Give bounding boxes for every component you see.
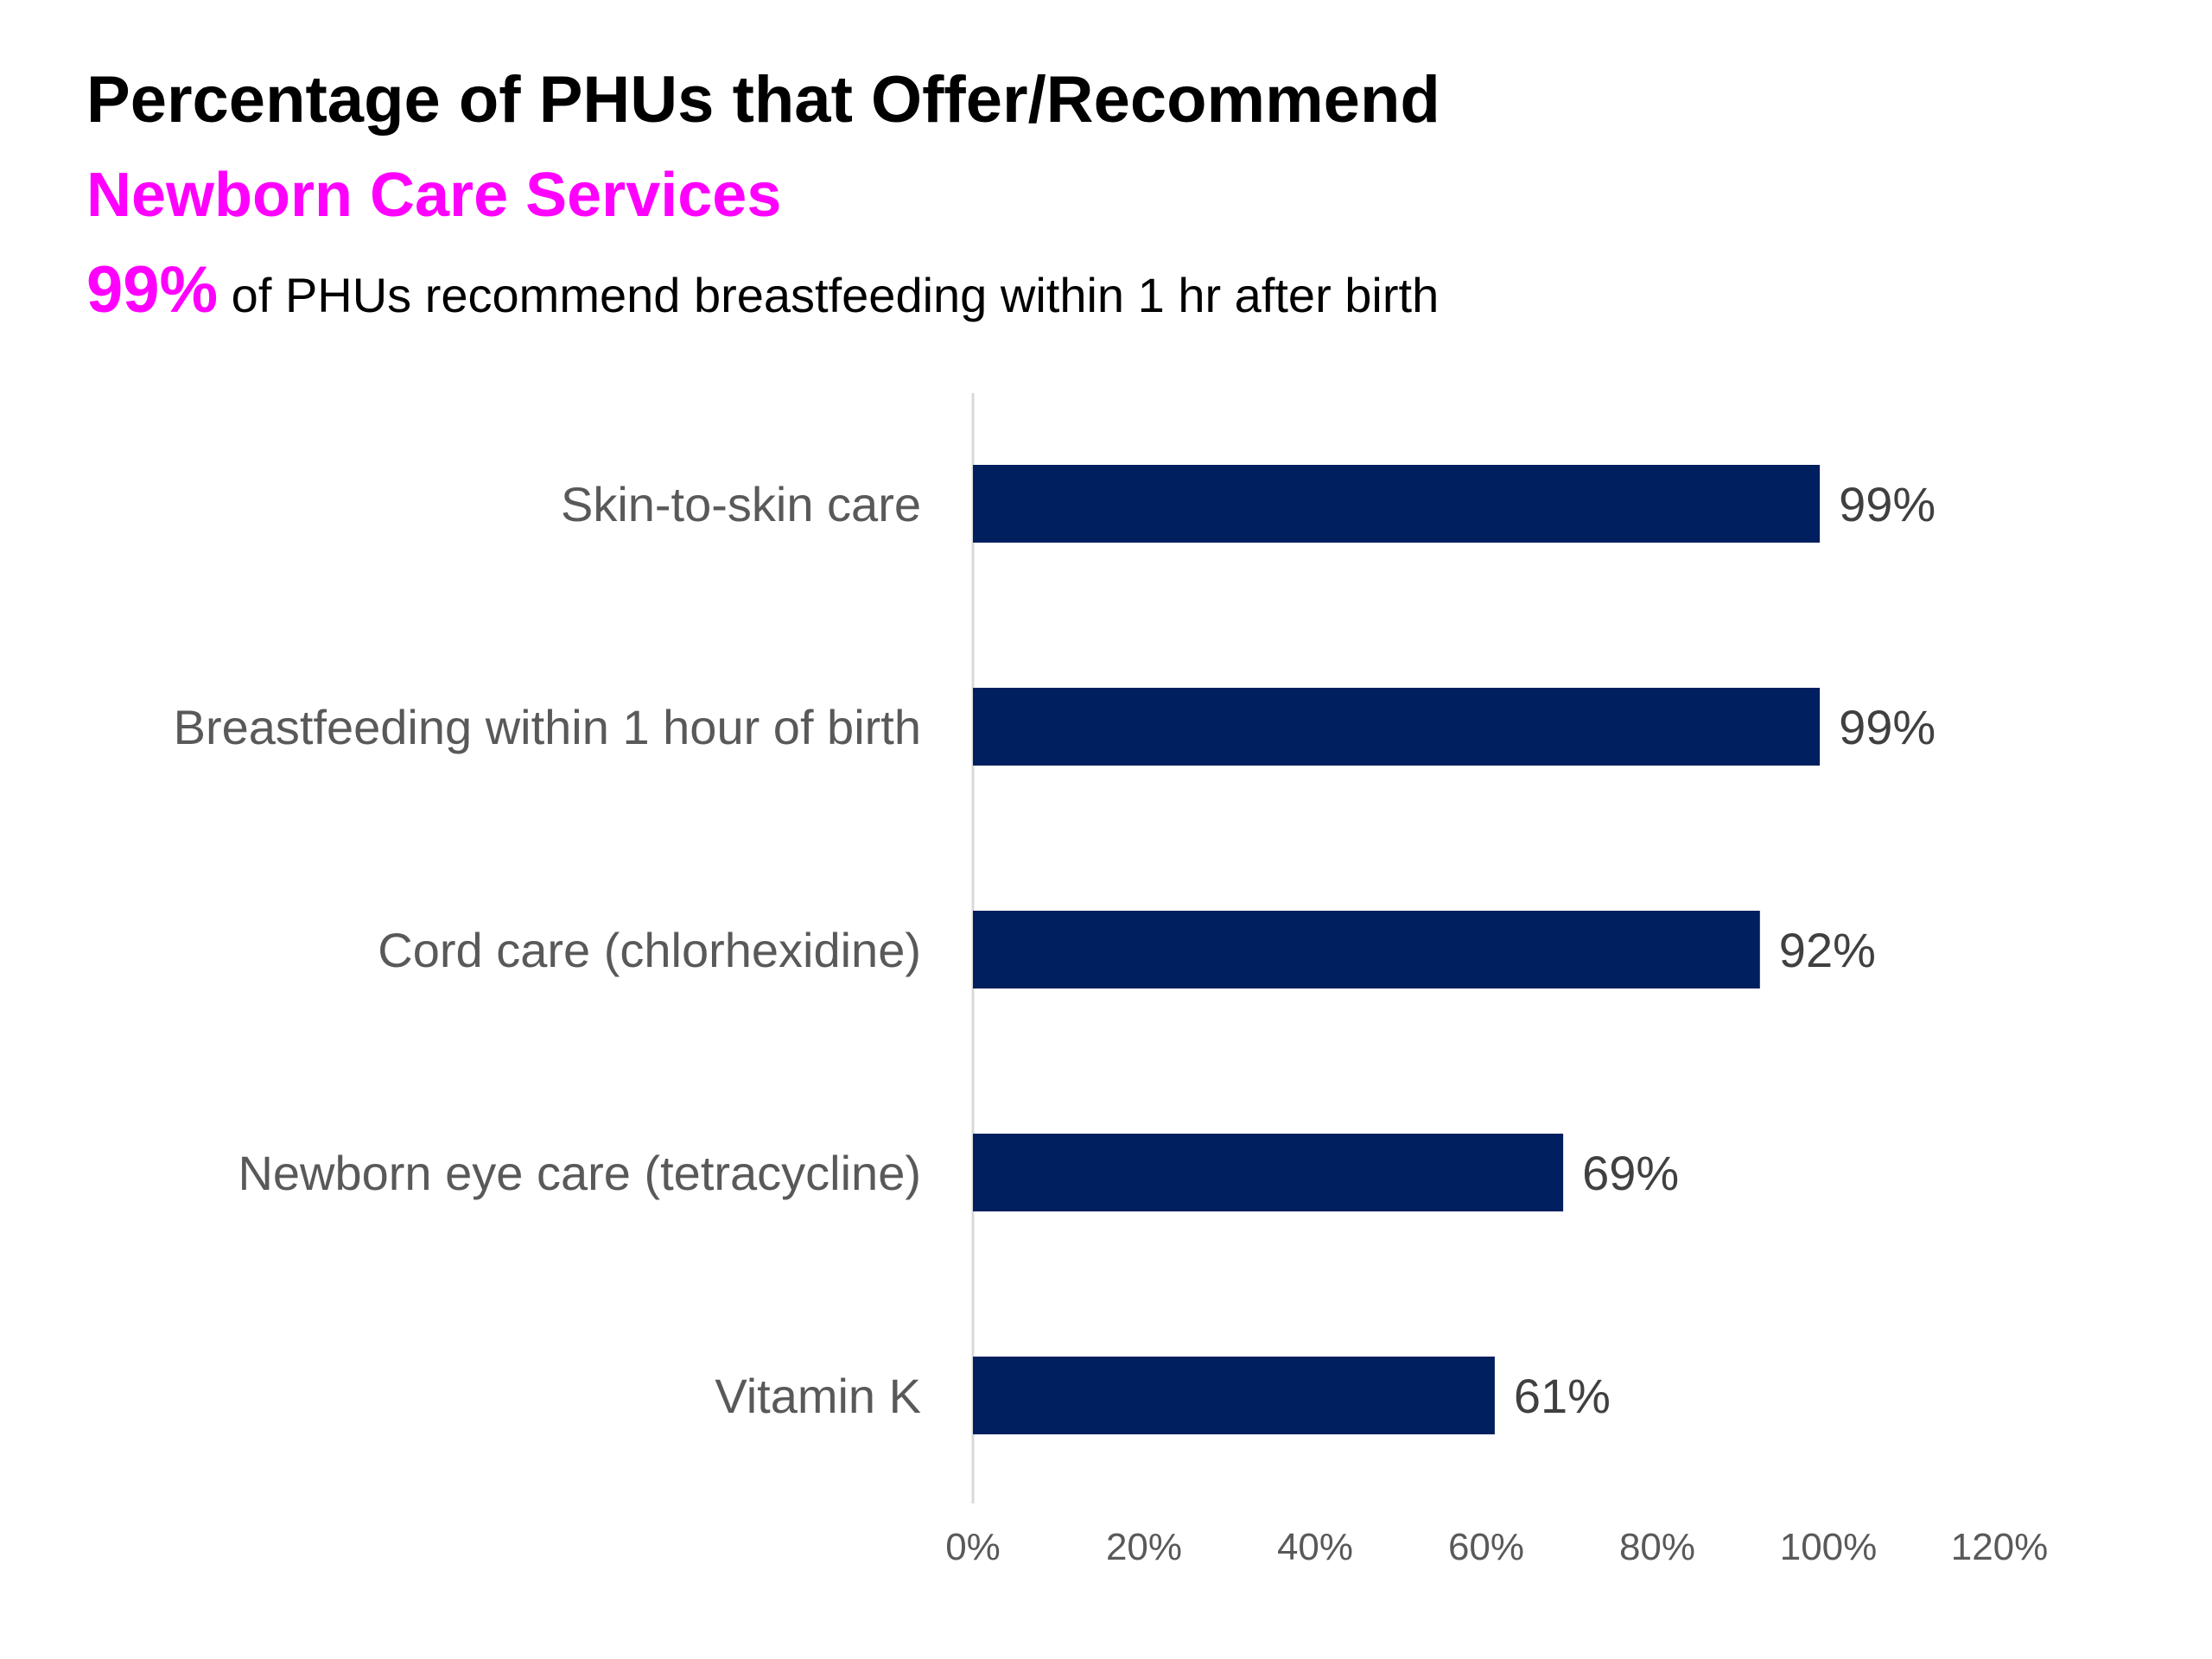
category-label: Vitamin K [715,1369,921,1423]
category-label: Skin-to-skin care [561,477,921,531]
x-tick-label: 60% [1448,1526,1524,1568]
data-label: 99% [1839,477,1936,531]
chart-subtitle: Newborn Care Services [86,161,782,230]
bar [973,688,1821,766]
category-label: Cord care (chlorhexidine) [378,923,921,977]
data-label: 69% [1582,1146,1679,1200]
x-tick-label: 100% [1780,1526,1878,1568]
data-label: 99% [1839,700,1936,754]
highlight-value: 99% [86,253,219,327]
highlight-line: 99% of PHUs recommend breastfeeding with… [86,257,1439,323]
category-label: Newborn eye care (tetracycline) [238,1146,921,1200]
highlight-text: of PHUs recommend breastfeeding within 1… [218,268,1440,322]
bar [973,1357,1495,1434]
category-label: Breastfeeding within 1 hour of birth [174,700,921,754]
x-tick-label: 40% [1277,1526,1353,1568]
x-tick-label: 120% [1951,1526,2049,1568]
data-label: 61% [1514,1369,1611,1423]
bar [973,465,1821,543]
chart-title: Percentage of PHUs that Offer/Recommend [86,63,1440,137]
x-tick-label: 80% [1619,1526,1695,1568]
bar [973,1134,1564,1211]
x-tick-label: 0% [945,1526,1001,1568]
bar [973,911,1760,988]
data-label: 92% [1779,923,1876,977]
x-tick-label: 20% [1106,1526,1182,1568]
